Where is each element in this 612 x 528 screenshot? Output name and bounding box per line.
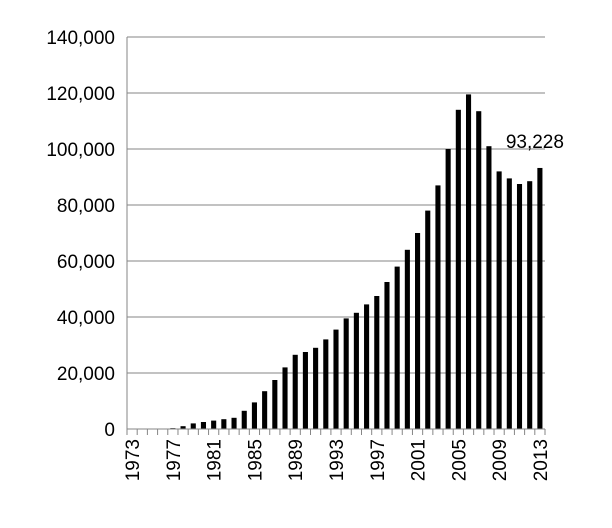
x-tick-label: 2009 bbox=[490, 439, 511, 481]
bar bbox=[506, 178, 512, 429]
y-tick-label: 20,000 bbox=[57, 364, 115, 385]
bar bbox=[302, 352, 308, 429]
bar bbox=[364, 304, 370, 429]
x-tick-label: 1973 bbox=[123, 439, 144, 481]
x-tick-label: 1997 bbox=[368, 439, 389, 481]
y-tick-label: 120,000 bbox=[46, 84, 115, 105]
bar bbox=[262, 391, 268, 429]
bar bbox=[211, 420, 217, 429]
bar bbox=[496, 171, 502, 429]
x-tick-label: 1981 bbox=[205, 439, 226, 481]
bar bbox=[190, 423, 196, 429]
x-tick-label: 1977 bbox=[164, 439, 185, 481]
bar bbox=[343, 318, 349, 429]
bar bbox=[435, 185, 441, 429]
bar bbox=[465, 94, 472, 430]
bar bbox=[221, 419, 227, 429]
bar bbox=[404, 249, 410, 429]
bar bbox=[415, 233, 421, 429]
bar bbox=[292, 354, 298, 429]
bar bbox=[445, 149, 451, 429]
bar bbox=[425, 210, 431, 429]
x-tick-label: 1993 bbox=[327, 439, 348, 481]
bar bbox=[353, 312, 359, 429]
bar bbox=[394, 266, 400, 429]
bar bbox=[251, 402, 257, 429]
x-tick-label: 1985 bbox=[245, 439, 266, 481]
x-tick-label: 2005 bbox=[449, 439, 470, 481]
bar bbox=[374, 296, 380, 429]
bar bbox=[537, 167, 543, 429]
bar bbox=[455, 109, 461, 430]
bar bbox=[241, 410, 247, 429]
y-tick-label: 80,000 bbox=[57, 196, 115, 217]
bar bbox=[180, 426, 186, 429]
y-tick-label: 100,000 bbox=[46, 140, 115, 161]
y-tick-label: 60,000 bbox=[57, 252, 115, 273]
bar bbox=[200, 422, 207, 429]
data-label: 93,228 bbox=[506, 132, 564, 153]
bar bbox=[527, 181, 533, 429]
bar bbox=[333, 329, 339, 429]
bar bbox=[486, 146, 492, 429]
bar bbox=[282, 367, 288, 429]
bar bbox=[231, 417, 237, 429]
x-tick-label: 1989 bbox=[286, 439, 307, 481]
bar bbox=[476, 111, 482, 429]
bar bbox=[323, 339, 329, 429]
bar bbox=[384, 282, 390, 429]
x-tick-label: 2013 bbox=[531, 439, 552, 481]
bar bbox=[272, 380, 278, 429]
y-tick-label: 140,000 bbox=[46, 28, 115, 49]
bar bbox=[313, 347, 319, 429]
y-tick-label: 40,000 bbox=[57, 308, 115, 329]
x-tick-label: 2001 bbox=[409, 439, 430, 481]
bar bbox=[516, 184, 523, 429]
y-tick-label: 0 bbox=[104, 420, 115, 441]
